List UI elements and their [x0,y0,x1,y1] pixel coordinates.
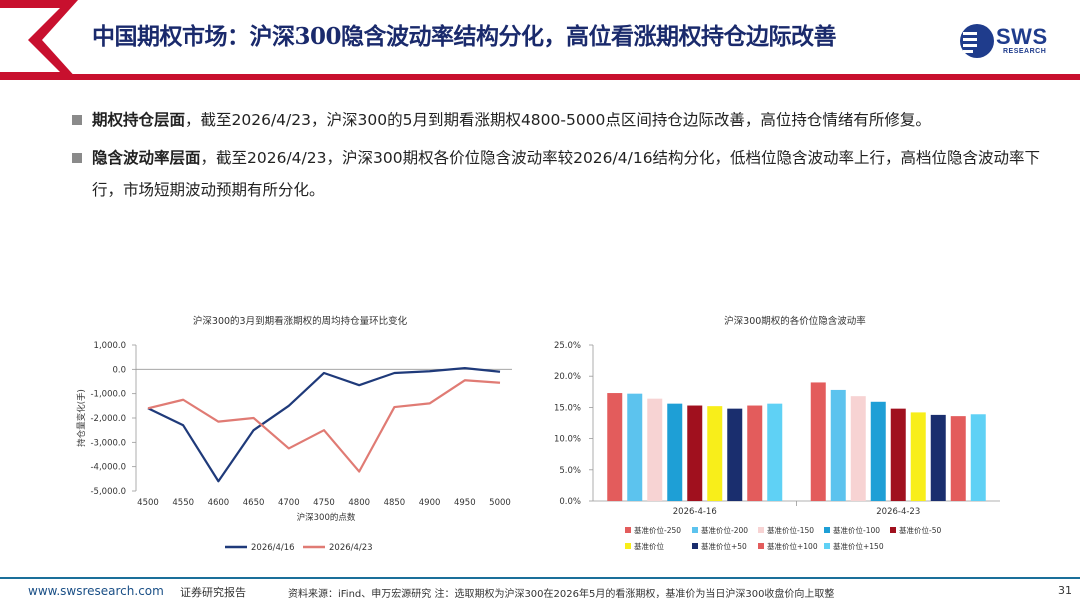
legend-label: 基准价位+50 [701,541,747,551]
legend-swatch [625,527,631,533]
bar-基准价位-100 [870,401,886,501]
legend-label: 基准价位-150 [767,525,814,535]
legend-swatch [692,527,698,533]
x-tick-label: 4600 [208,498,230,508]
footer-report-type: 证券研究报告 [180,586,246,599]
bar-基准价位-200 [627,393,643,501]
bullet-item: 隐含波动率层面，截至2026/4/23，沪深300期权各价位隐含波动率较2026… [72,142,1042,206]
legend-label: 基准价位-250 [634,525,681,535]
legend-swatch [758,543,764,549]
legend-swatch [692,543,698,549]
line-chart-svg: 沪深300的3月到期看涨期权的周均持仓量环比变化 1,000.0 0.0 -1,000… [76,315,512,553]
y-tick-label: -2,000.0 [90,414,126,424]
x-tick-label: 2026-4-16 [673,507,717,517]
legend-swatch [824,527,830,533]
y-tick-label: -3,000.0 [90,438,126,448]
legend-label: 基准价位-50 [899,525,941,535]
bar-chart: 沪深300期权的各价位隐含波动率 25.0% 20.0% 15.0% 10.0% 5.0%… [545,308,1005,574]
header-chevron-decoration [0,0,1080,80]
bar-基准价位+50 [930,414,946,501]
legend-label: 基准价位-100 [833,525,880,535]
footer-divider [0,577,1080,579]
bullet-list: 期权持仓层面，截至2026/4/23，沪深300的5月到期看涨期权4800-50… [72,104,1042,212]
legend-label: 基准价位+100 [767,541,818,551]
y-tick-label: 15.0% [554,403,581,413]
y-tick-label: -5,000.0 [90,487,126,497]
series-line-2026/4/23 [147,379,501,473]
page-title: 中国期权市场：沪深300隐含波动率结构分化，高位看涨期权持仓边际改善 [92,23,837,50]
y-tick-label: 5.0% [559,466,581,476]
legend-swatch [890,527,896,533]
legend-label: 2026/4/16 [251,543,295,553]
footer-website-link[interactable]: www.swsresearch.com [28,584,164,598]
legend-label: 基准价位+150 [833,541,884,551]
bar-基准价位+50 [727,408,743,501]
bar-基准价位-200 [830,389,846,501]
x-tick-label: 4500 [137,498,159,508]
y-tick-label: 20.0% [554,372,581,382]
y-axis-label: 持仓量变化(手) [76,389,87,447]
bullet-heading: 隐含波动率层面 [92,149,201,167]
bar-基准价位-250 [607,393,623,501]
sws-logo-icon [960,24,994,58]
footer-source-note: 资料来源：iFind、申万宏源研究 注：选取期权为沪深300在2026年5月的看… [288,589,835,600]
bullet-item: 期权持仓层面，截至2026/4/23，沪深300的5月到期看涨期权4800-50… [72,104,1042,136]
x-tick-label: 4750 [313,498,335,508]
chart-title: 沪深300期权的各价位隐含波动率 [724,315,866,327]
bullet-square-icon [72,153,82,163]
bar-chart-svg: 沪深300期权的各价位隐含波动率 25.0% 20.0% 15.0% 10.0% 5.0%… [554,315,1000,551]
bar-基准价位 [707,406,723,501]
x-tick-label: 4950 [454,498,476,508]
x-tick-label: 4800 [348,498,370,508]
x-tick-label: 4900 [419,498,441,508]
logo-text: SWS [996,24,1048,49]
legend-swatch [625,543,631,549]
page-number: 31 [1058,584,1072,597]
bar-基准价位+150 [970,414,986,501]
bullet-heading: 期权持仓层面 [92,111,186,129]
bar-基准价位+100 [950,416,966,501]
y-tick-label: 10.0% [554,435,581,445]
bar-基准价位+100 [747,405,763,501]
bullet-square-icon [72,115,82,125]
bar-基准价位-50 [687,405,703,501]
y-tick-label: 0.0% [559,497,581,507]
bar-基准价位-150 [850,396,866,501]
bar-基准价位-50 [890,408,906,501]
y-tick-label: -4,000.0 [90,463,126,473]
y-tick-label: 25.0% [554,341,581,351]
legend-label: 基准价位-200 [701,525,748,535]
header [0,0,1080,80]
y-tick-label: 0.0 [112,365,126,375]
x-tick-label: 4550 [172,498,194,508]
series-line-2026/4/16 [147,367,501,483]
bar-基准价位-150 [647,398,663,501]
x-tick-label: 4850 [384,498,406,508]
legend-label: 2026/4/23 [329,543,373,553]
bar-基准价位 [910,412,926,501]
x-axis-label: 沪深300的点数 [297,512,356,523]
x-tick-label: 2026-4-23 [876,507,920,517]
bullet-text: ，截至2026/4/23，沪深300的5月到期看涨期权4800-5000点区间持… [185,111,931,129]
legend-swatch [758,527,764,533]
x-tick-label: 5000 [489,498,511,508]
logo-subtext: RESEARCH [1003,48,1047,55]
bullet-text: ，截至2026/4/23，沪深300期权各价位隐含波动率较2026/4/16结构… [92,149,1041,199]
line-chart: 沪深300的3月到期看涨期权的周均持仓量环比变化 1,000.0 0.0 -1,000… [70,308,530,574]
y-tick-label: 1,000.0 [94,341,126,351]
x-tick-label: 4650 [243,498,265,508]
bar-基准价位-250 [810,382,826,501]
legend-swatch [824,543,830,549]
bar-基准价位+150 [767,403,783,501]
legend-label: 基准价位 [634,541,664,551]
x-tick-label: 4700 [278,498,300,508]
y-tick-label: -1,000.0 [90,390,126,400]
chart-title: 沪深300的3月到期看涨期权的周均持仓量环比变化 [193,315,408,327]
bar-基准价位-100 [667,403,683,501]
